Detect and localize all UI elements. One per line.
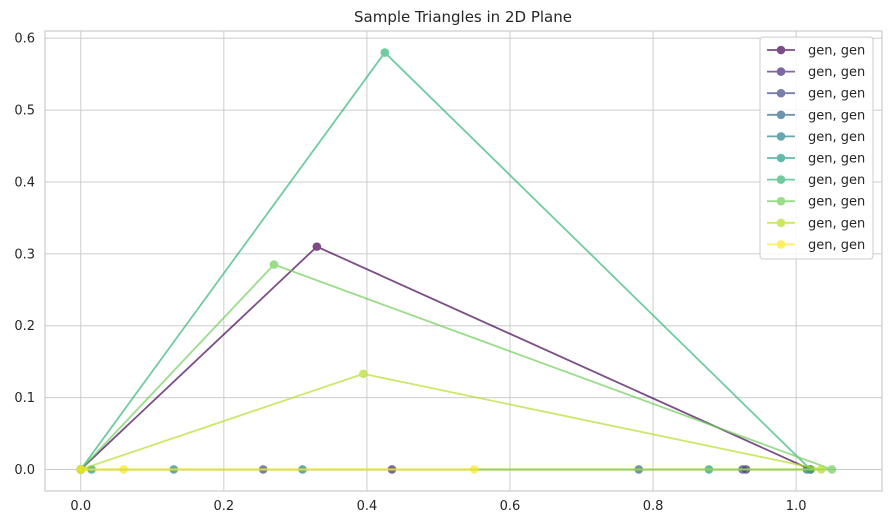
legend-item [767, 218, 795, 228]
legend-label: gen, gen [808, 87, 865, 102]
x-tick-label: 0.2 [214, 499, 235, 514]
legend-label: gen, gen [808, 65, 865, 80]
legend-marker [776, 45, 786, 55]
data-point [119, 465, 128, 474]
legend-marker [776, 175, 786, 184]
series-line [80, 51, 812, 471]
series-10 [76, 465, 479, 474]
data-point [312, 242, 322, 251]
legend-item [767, 240, 795, 249]
legend-marker [776, 153, 786, 163]
y-tick-label: 0.6 [14, 32, 35, 47]
series-9 [76, 369, 826, 474]
legend-label: gen, gen [808, 44, 865, 59]
legend-label: gen, gen [808, 238, 865, 253]
legend-label: gen, gen [808, 195, 865, 210]
legend-item [767, 88, 795, 98]
y-tick-label: 0.3 [14, 247, 35, 262]
y-tick-label: 0.2 [14, 319, 35, 334]
legend-label: gen, gen [808, 216, 865, 231]
x-tick-label: 1.0 [786, 499, 807, 514]
series-1 [76, 242, 815, 474]
data-point [269, 260, 279, 269]
series-line [80, 245, 812, 471]
data-point [76, 465, 86, 474]
series-7 [76, 48, 815, 474]
plot-frame [44, 30, 883, 492]
legend-item [767, 196, 795, 206]
legend-item [767, 153, 795, 163]
series-line [80, 263, 833, 471]
x-tick-label: 0.0 [70, 499, 91, 514]
legend-label: gen, gen [808, 173, 865, 188]
x-axis-ticks: 0.0 0.2 0.4 0.6 0.8 1.0 [70, 499, 806, 514]
data-point [469, 465, 479, 474]
legend-label: gen, gen [808, 130, 865, 145]
legend-marker [776, 110, 786, 120]
x-tick-label: 0.6 [500, 499, 521, 514]
chart-title: Sample Triangles in 2D Plane [354, 8, 572, 26]
legend-marker [776, 196, 786, 206]
x-tick-label: 0.4 [357, 499, 378, 514]
legend-item [767, 132, 795, 141]
y-tick-label: 0.0 [14, 463, 35, 478]
series-line [80, 372, 823, 471]
legend-marker [776, 67, 786, 76]
legend-item [767, 110, 795, 120]
legend-item [767, 67, 795, 76]
data-point [380, 48, 390, 57]
data-point [816, 465, 826, 474]
data-point [827, 465, 837, 474]
x-tick-label: 0.8 [643, 499, 664, 514]
legend-item [767, 45, 795, 55]
y-axis-ticks: 0.0 0.1 0.2 0.3 0.4 0.5 0.6 [14, 32, 35, 478]
y-tick-label: 0.5 [14, 104, 35, 119]
legend-marker [776, 218, 786, 228]
y-tick-label: 0.1 [14, 391, 35, 406]
legend-marker [776, 88, 786, 98]
legend-label: gen, gen [808, 152, 865, 167]
legend-label: gen, gen [808, 108, 865, 123]
y-tick-label: 0.4 [14, 175, 35, 190]
grid [45, 31, 882, 491]
legend: gen, gen gen, gen gen, gen gen, gen gen, gen… [759, 36, 874, 260]
series-group [76, 48, 837, 474]
legend-marker [776, 132, 786, 141]
data-point [359, 369, 368, 379]
legend-item [767, 175, 795, 184]
legend-marker [776, 240, 786, 249]
